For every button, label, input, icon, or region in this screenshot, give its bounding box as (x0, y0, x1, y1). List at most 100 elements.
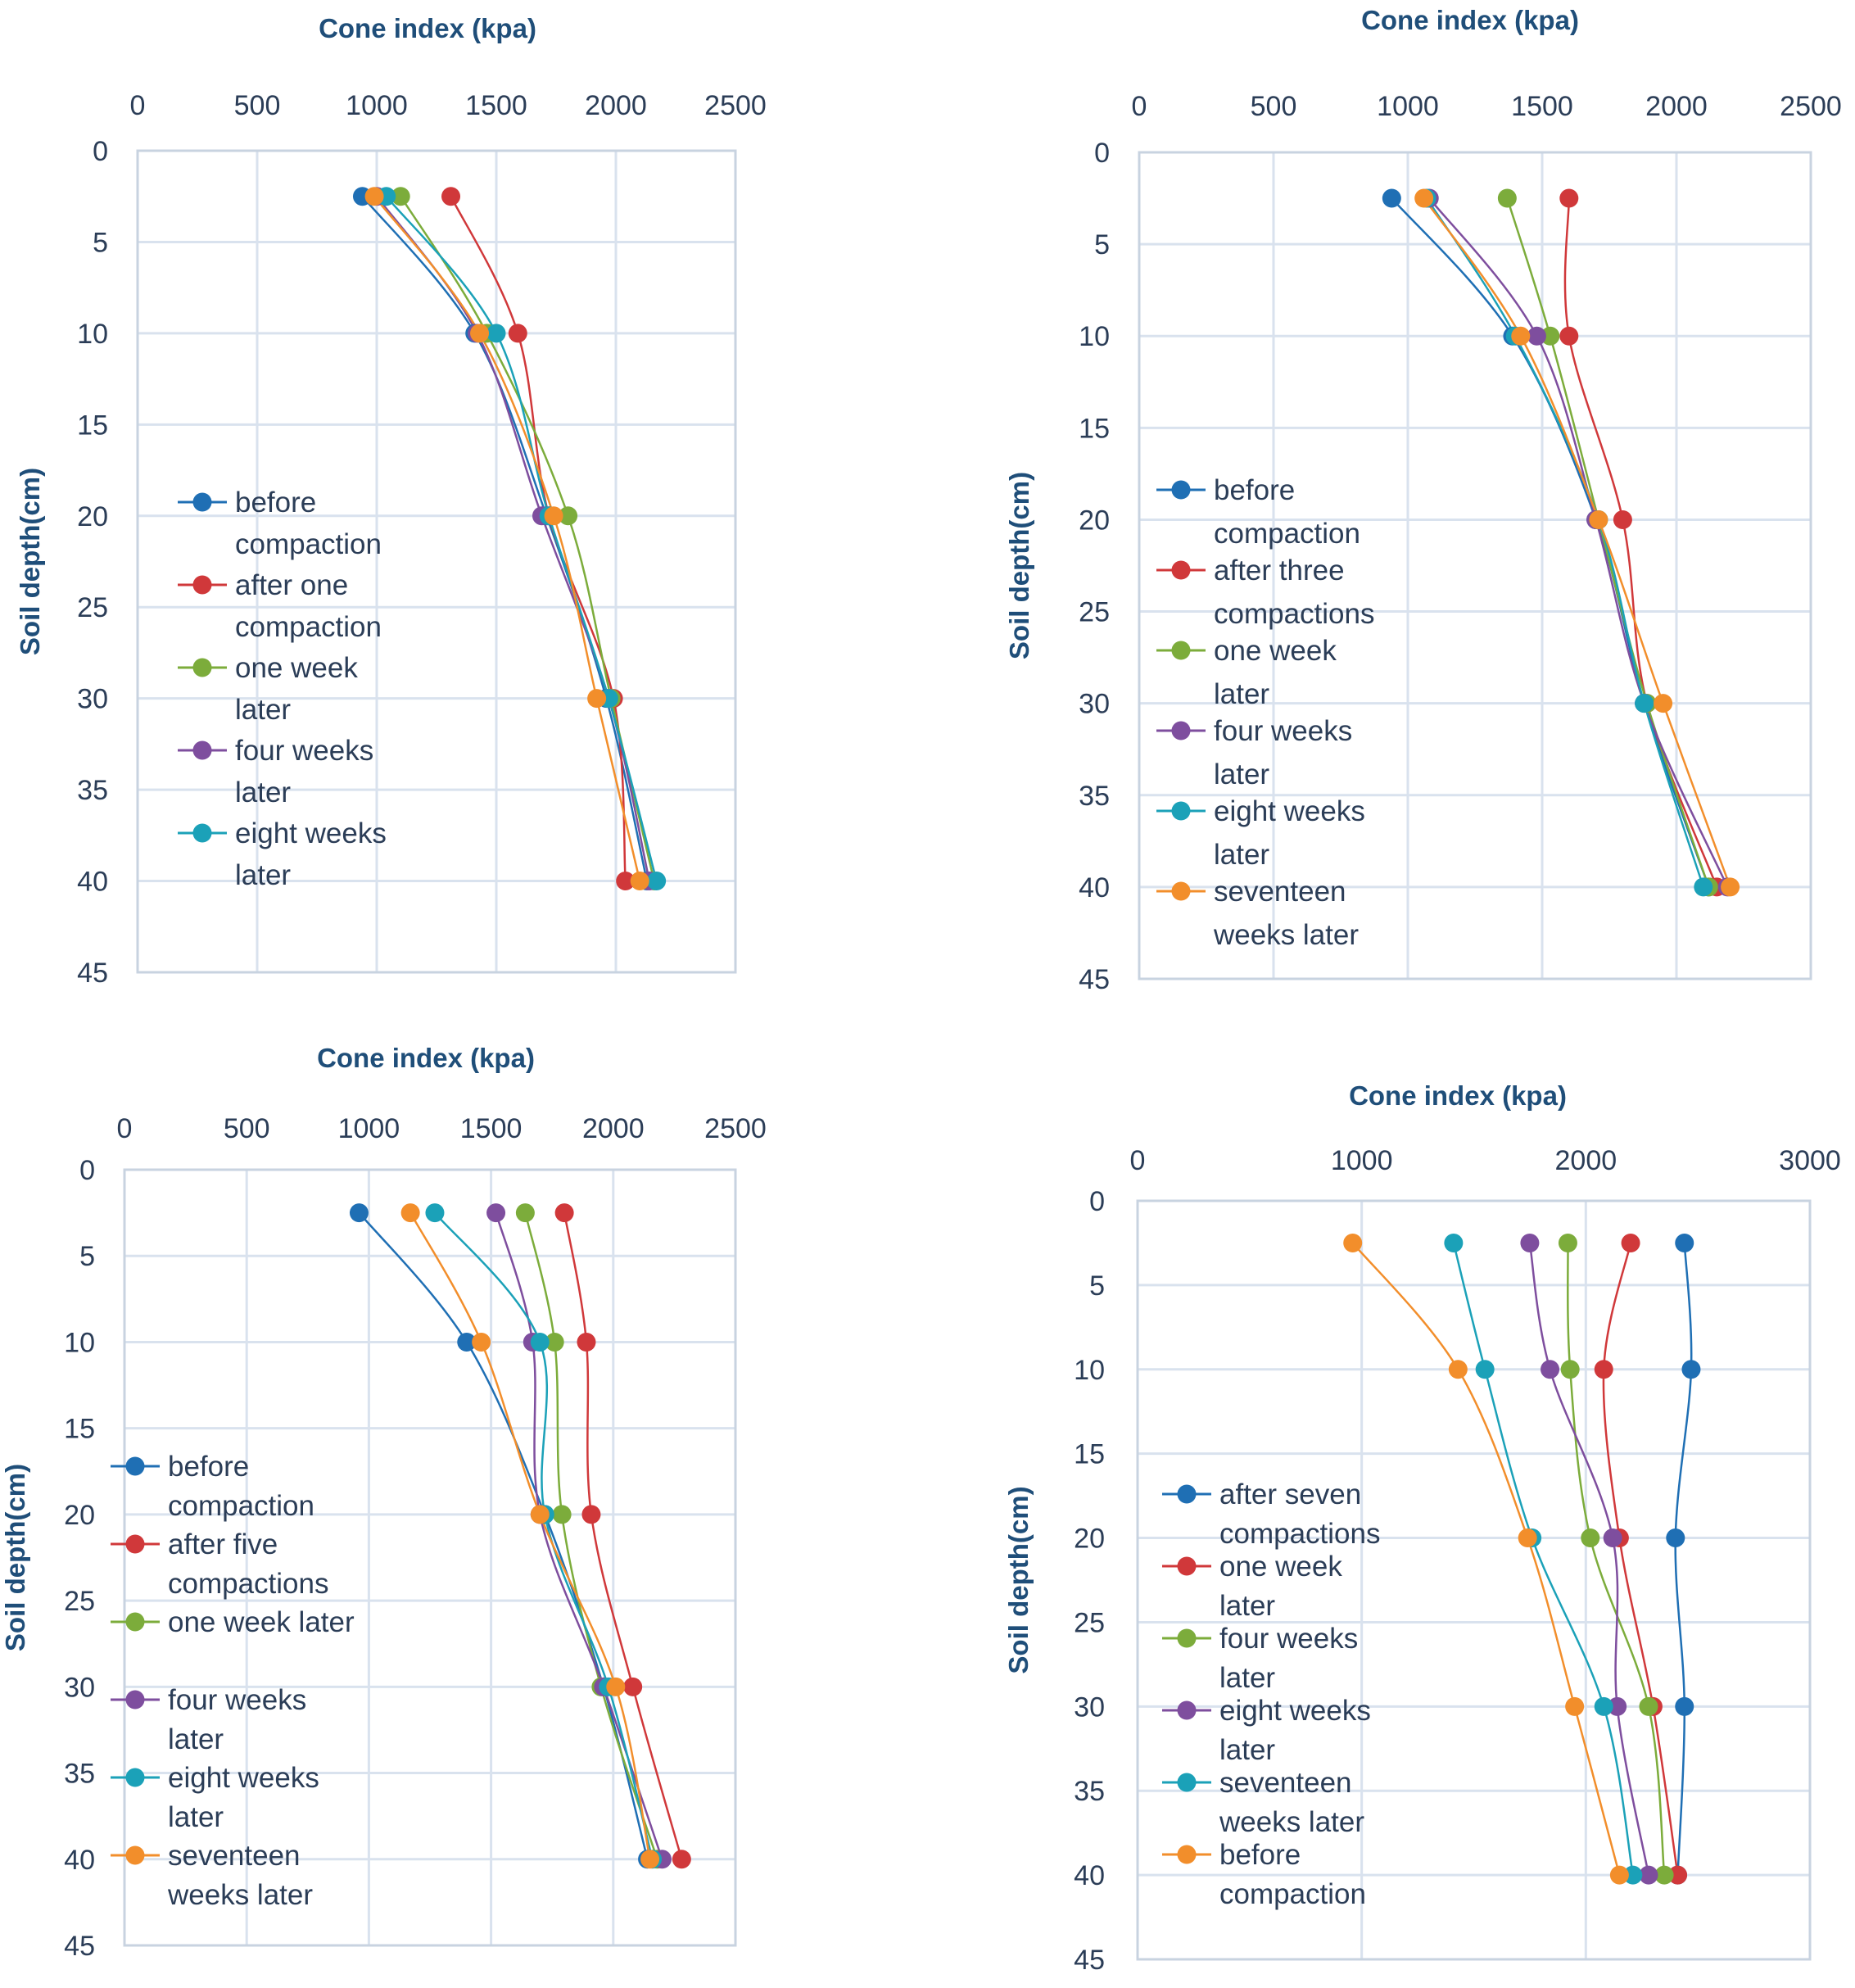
y-tick-label: 25 (1079, 597, 1110, 628)
chart-panel-4: Cone index (kpa) 0 1000 2000 3000 0 5 10 15 20 25 3… (1003, 1080, 1841, 1976)
x-axis-title: Cone index (kpa) (1349, 1080, 1567, 1111)
data-point (349, 1203, 369, 1223)
legend-label: one week (1214, 635, 1337, 667)
y-tick-label: 35 (1079, 781, 1110, 812)
legend-label: later (235, 694, 291, 726)
legend-label: seventeen (1219, 1767, 1352, 1799)
x-tick-label: 2000 (1555, 1145, 1617, 1176)
data-point (1581, 1528, 1600, 1548)
data-point (391, 187, 410, 206)
x-tick-label: 0 (1130, 1145, 1146, 1176)
y-tick-label: 15 (77, 410, 108, 441)
legend-label: after three (1214, 555, 1345, 586)
data-point (1559, 188, 1579, 208)
legend-label: four weeks (1219, 1623, 1358, 1655)
legend-label: later (235, 777, 291, 808)
legend-label: weeks later (1213, 919, 1359, 951)
x-tick-label: 2500 (704, 90, 767, 121)
data-point (1527, 326, 1546, 346)
legend-label: compactions (1214, 598, 1374, 630)
legend-label: after one (235, 569, 348, 601)
legend-dot-marker (1171, 641, 1191, 660)
data-point (441, 187, 461, 206)
data-point (1608, 1696, 1627, 1716)
legend-label: later (235, 859, 291, 891)
y-tick-label: 30 (77, 684, 108, 715)
series-line-6 (1423, 197, 1731, 888)
data-point (1639, 1865, 1658, 1885)
data-point (1621, 1233, 1640, 1252)
data-point (1694, 877, 1713, 897)
y-tick-label: 10 (64, 1327, 95, 1358)
data-point (587, 689, 607, 709)
data-point (672, 1850, 691, 1869)
y-tick-label: 25 (77, 592, 108, 623)
data-point (552, 1505, 572, 1524)
legend-dot-marker (1177, 1484, 1197, 1504)
legend-dot-marker (1177, 1700, 1197, 1720)
series-line-4 (375, 195, 651, 881)
data-point (1666, 1528, 1685, 1548)
y-tick-label: 45 (1079, 964, 1110, 995)
data-point (470, 324, 490, 343)
series-line-2 (1563, 198, 1718, 888)
series-line-5 (433, 1211, 654, 1860)
x-axis-title: Cone index (kpa) (317, 1043, 535, 1073)
y-tick-label: 35 (64, 1759, 95, 1790)
data-point (1414, 188, 1434, 208)
legend-label: compactions (168, 1568, 328, 1600)
legend-label: later (1219, 1590, 1275, 1622)
legend-label: later (1214, 678, 1269, 710)
x-tick-label: 1000 (1331, 1145, 1393, 1176)
legend-label: four weeks (168, 1684, 306, 1716)
series-line-1 (1391, 197, 1710, 888)
y-axis-title: Soil depth(cm) (0, 1464, 30, 1651)
data-point (1639, 1696, 1658, 1716)
data-point (1343, 1233, 1363, 1252)
y-tick-label: 5 (1089, 1270, 1105, 1302)
data-point (647, 872, 667, 891)
data-point (530, 1505, 550, 1524)
y-tick-label: 35 (1074, 1776, 1105, 1807)
legend-dot-marker (192, 658, 212, 677)
legend-label: weeks later (167, 1879, 313, 1911)
series-line-1 (1674, 1243, 1693, 1876)
x-tick-label: 0 (1132, 91, 1147, 122)
x-axis-title: Cone index (kpa) (1361, 5, 1579, 35)
y-tick-label: 0 (1094, 138, 1110, 169)
legend-dot-marker (192, 492, 212, 512)
data-point (486, 1203, 506, 1223)
y-tick-label: 40 (1079, 872, 1110, 903)
y-tick-label: 45 (77, 958, 108, 989)
x-tick-label: 1500 (465, 90, 527, 121)
chart-panel-1: Cone index (kpa) 0 500 1000 1500 2000 2500 0 5 10… (15, 13, 767, 989)
legend-label: after seven (1219, 1479, 1361, 1510)
data-point (1448, 1360, 1468, 1379)
x-tick-label: 2500 (704, 1113, 767, 1144)
legend-label: compaction (1214, 518, 1360, 550)
data-point (577, 1332, 596, 1352)
legend-label: before (235, 487, 316, 519)
data-point (364, 187, 384, 206)
data-point (530, 1332, 550, 1352)
y-tick-label: 30 (1079, 689, 1110, 720)
y-tick-label: 30 (64, 1672, 95, 1703)
legend-dot-marker (192, 823, 212, 843)
legend-label: compaction (235, 528, 382, 560)
legend-dot-marker (1171, 480, 1191, 500)
legend-label: compactions (1219, 1518, 1380, 1550)
y-tick-label: 20 (77, 501, 108, 532)
plot-area-frame (123, 1168, 737, 1947)
data-point (1541, 326, 1560, 346)
data-point (1541, 1360, 1560, 1379)
legend-dot-marker (1171, 560, 1191, 580)
y-tick-label: 20 (1079, 505, 1110, 536)
data-point (1654, 694, 1673, 713)
x-tick-label: 1500 (1511, 91, 1573, 122)
data-point (1681, 1360, 1701, 1379)
legend-label: eight weeks (235, 817, 387, 849)
data-point (1444, 1233, 1464, 1252)
y-tick-label: 40 (77, 867, 108, 898)
series-line-6 (1351, 1242, 1621, 1876)
